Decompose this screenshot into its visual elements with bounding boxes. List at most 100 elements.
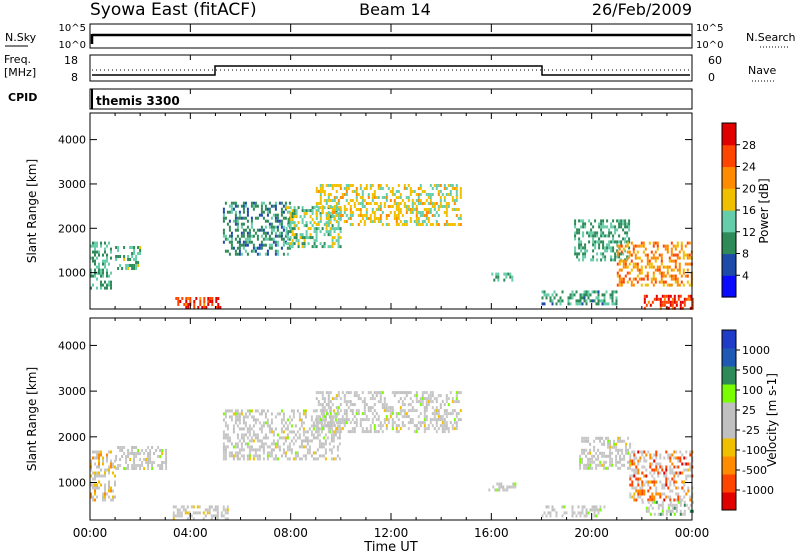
power-cell [236,222,239,226]
velocity-cell [270,421,273,425]
velocity-cell [673,512,676,516]
velocity-cell [551,505,554,509]
power-cell [628,228,631,232]
velocity-region [315,391,462,434]
power-cell [640,259,643,263]
velocity-cell [443,421,446,425]
velocity-cell [258,445,261,449]
velocity-cell [327,406,330,410]
velocity-cell [353,415,356,419]
power-cell [580,240,583,244]
velocity-cell [304,430,307,434]
velocity-cell [689,462,692,466]
velocity-cell [337,427,340,431]
velocity-cell [92,495,94,499]
power-cell [315,239,318,243]
power-cell [349,217,352,220]
power-cell [435,223,438,226]
velocity-colorbar-segment [722,384,736,403]
power-cell [381,196,384,199]
power-cell [596,231,599,235]
velocity-cell [355,394,358,398]
power-cell [682,268,685,272]
velocity-cell [679,500,682,504]
velocity-cell [589,448,592,452]
power-cell [395,217,398,220]
power-cell [615,299,618,303]
velocity-cell [321,409,324,413]
velocity-cell [637,480,640,484]
velocity-cell [621,451,624,455]
power-cell [309,236,312,240]
power-cell [385,199,388,202]
power-cell [297,245,300,249]
velocity-cell [302,445,305,449]
velocity-cell [176,511,179,515]
velocity-cell [389,409,392,413]
power-cell [333,217,336,220]
power-cell [582,255,585,259]
power-cell [585,293,588,297]
velocity-cell [323,415,326,419]
velocity-cell [661,468,664,472]
velocity-cell [188,514,191,518]
velocity-cell [320,442,323,446]
velocity-cell [304,454,307,458]
power-cell [309,227,312,231]
velocity-cell [284,454,287,458]
velocity-cell [258,439,261,443]
velocity-cell [659,480,662,484]
velocity-cell [327,400,330,404]
power-cell [371,211,374,214]
velocity-cell [329,421,332,425]
power-cell [377,184,380,187]
velocity-cell [445,415,448,419]
power-cell [610,258,613,262]
velocity-cell [381,424,384,428]
power-cell [321,208,324,211]
velocity-cell [651,480,654,484]
velocity-cell [190,505,193,509]
velocity-cell [165,455,168,458]
power-cell [591,290,594,294]
velocity-cell [327,394,330,398]
velocity-cell [500,482,503,486]
velocity-cell [94,489,96,493]
velocity-cell [361,412,364,416]
velocity-cell [457,391,460,395]
power-cell [260,240,263,244]
velocity-cell [607,436,610,440]
velocity-cell [393,421,396,425]
velocity-cell [232,424,235,428]
power-cell [293,236,296,240]
power-cell [661,294,664,298]
velocity-cell [689,453,692,457]
velocity-cell [141,461,144,464]
power-cell [628,240,631,244]
velocity-cell [92,486,94,490]
velocity-cell [276,442,279,446]
velocity-cell [280,430,283,434]
power-cell [505,275,508,279]
velocity-cell [607,445,610,449]
power-cell [618,244,621,248]
power-cell [185,303,188,306]
velocity-cell [335,394,338,398]
power-cell [443,187,446,190]
power-cell [303,215,306,219]
power-cell [252,249,255,253]
power-cell [686,280,689,284]
power-cell [242,204,245,208]
velocity-cell [659,465,662,469]
power-cell [604,234,607,238]
velocity-cell [581,505,584,509]
velocity-cell [238,448,241,452]
power-cell [677,294,680,298]
power-region [285,206,342,249]
velocity-cell [252,457,255,461]
velocity-cell [222,457,225,461]
velocity-cell [357,409,360,413]
velocity-cell [250,436,253,440]
velocity-cell [645,474,648,478]
